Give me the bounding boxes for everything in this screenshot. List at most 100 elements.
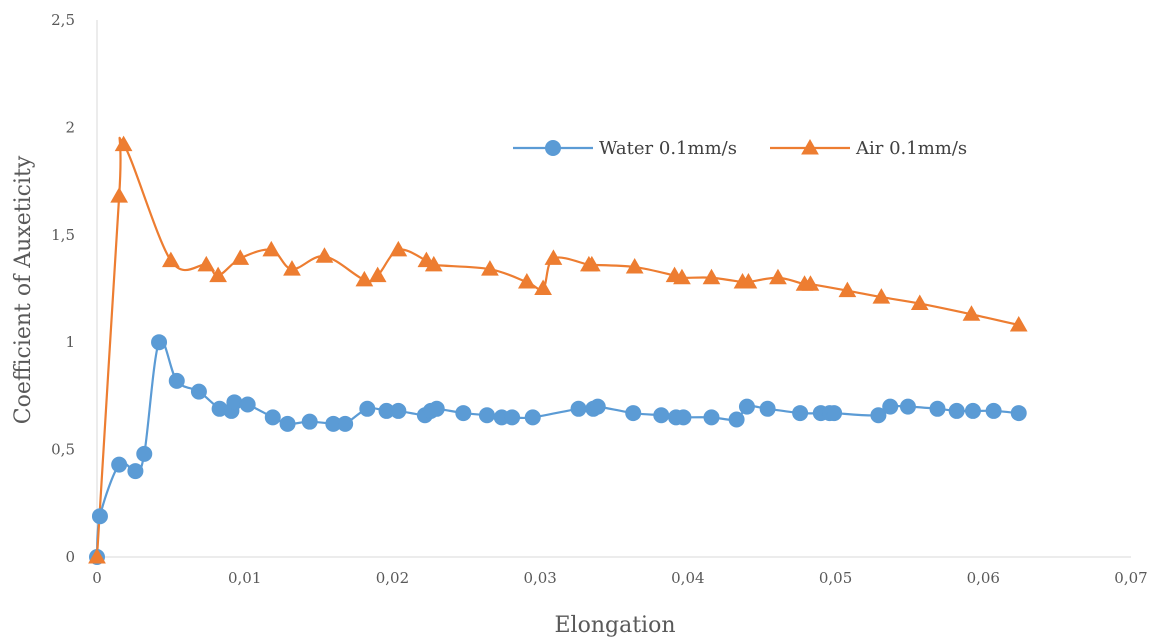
data-point-water: [504, 409, 521, 426]
data-point-water: [675, 409, 692, 426]
data-point-water: [625, 405, 642, 422]
data-point-water: [759, 400, 776, 417]
data-point-water: [168, 372, 185, 389]
data-point-water: [151, 334, 168, 351]
x-tick-label: 0,02: [376, 569, 409, 587]
x-tick-label: 0,03: [523, 569, 556, 587]
data-point-water: [524, 409, 541, 426]
data-point-air: [231, 249, 250, 265]
data-point-air: [161, 251, 180, 268]
data-point-water: [226, 394, 243, 411]
data-point-air: [544, 249, 563, 265]
series-line-air: [95, 136, 1019, 558]
data-point-air: [114, 135, 133, 152]
data-point-air: [962, 305, 981, 321]
data-point-water: [390, 402, 407, 419]
x-axis-title: Elongation: [555, 613, 676, 638]
data-point-water: [455, 405, 472, 422]
x-tick-label: 0,05: [819, 569, 852, 587]
data-point-air: [197, 255, 216, 272]
x-tick-label: 0,04: [671, 569, 704, 587]
data-point-air: [534, 279, 552, 295]
data-point-water: [728, 411, 745, 428]
legend-item-air: Air 0.1mm/s: [770, 138, 967, 159]
series-markers: [88, 135, 1028, 565]
data-point-water: [792, 405, 809, 422]
x-tick-label: 0,07: [1114, 569, 1147, 587]
data-point-air: [517, 273, 536, 289]
y-tick-label: 0: [65, 548, 75, 566]
data-point-air: [702, 268, 721, 285]
data-point-air: [838, 281, 857, 298]
data-point-water: [882, 398, 899, 415]
y-axis-title: Coefficient of Auxeticity: [11, 155, 36, 424]
legend: Water 0.1mm/s Air 0.1mm/s: [513, 138, 967, 159]
data-point-air: [368, 266, 387, 283]
data-point-water: [589, 398, 606, 415]
y-tick-label: 1: [65, 333, 75, 351]
data-point-water: [899, 398, 916, 415]
data-point-water: [964, 402, 981, 419]
data-point-air: [355, 270, 374, 287]
data-point-water: [478, 407, 495, 424]
data-point-air: [424, 255, 443, 272]
data-point-water: [570, 400, 587, 417]
data-point-water: [428, 400, 445, 417]
data-point-air: [88, 547, 106, 564]
y-tick-label: 0,5: [51, 441, 75, 459]
legend-item-water: Water 0.1mm/s: [513, 138, 737, 159]
y-tick-labels: 0 0,5 1 1,5 2 2,5: [51, 11, 75, 566]
data-point-air: [910, 294, 929, 311]
data-point-air: [801, 275, 820, 291]
x-tick-label: 0,06: [967, 569, 1000, 587]
data-point-air: [872, 288, 891, 304]
legend-marker-water: [545, 140, 561, 156]
y-tick-label: 2: [65, 118, 75, 136]
x-tick-label: 0,01: [228, 569, 261, 587]
data-point-air: [769, 268, 787, 285]
data-point-water: [359, 400, 376, 417]
data-point-air: [481, 260, 499, 276]
x-tick-label: 0: [92, 569, 102, 587]
data-point-water: [1010, 405, 1027, 422]
legend-label-water: Water 0.1mm/s: [599, 138, 737, 159]
data-point-water: [826, 405, 843, 422]
y-tick-label: 1,5: [51, 226, 75, 244]
data-point-air: [389, 240, 408, 257]
legend-label-air: Air 0.1mm/s: [855, 138, 967, 159]
data-point-air: [209, 266, 227, 283]
data-point-water: [337, 415, 354, 432]
y-tick-label: 2,5: [51, 11, 75, 29]
series-line-water: [95, 338, 1019, 558]
data-point-water: [239, 396, 256, 413]
data-point-water: [190, 383, 207, 400]
data-point-water: [653, 407, 670, 424]
series-lines: [95, 136, 1019, 558]
data-point-water: [301, 413, 318, 430]
data-point-air: [582, 255, 601, 272]
data-point-water: [136, 445, 153, 462]
data-point-water: [948, 402, 965, 419]
data-point-water: [929, 400, 946, 417]
data-point-air: [673, 268, 691, 285]
data-point-air: [739, 273, 758, 289]
data-point-air: [1009, 316, 1028, 332]
x-tick-labels: 0 0,01 0,02 0,03 0,04 0,05 0,06 0,07: [92, 569, 1147, 587]
data-point-water: [870, 407, 887, 424]
data-point-air: [315, 247, 334, 263]
data-point-air: [283, 260, 301, 276]
data-point-water: [264, 409, 281, 426]
data-point-air: [110, 187, 129, 203]
data-point-water: [738, 398, 755, 415]
axes: [96, 20, 1131, 558]
legend-marker-air: [801, 138, 819, 155]
data-point-water: [279, 415, 296, 432]
data-point-water: [91, 508, 108, 525]
data-point-water: [703, 409, 720, 426]
data-point-water: [127, 463, 144, 480]
data-point-air: [625, 258, 644, 274]
data-point-air: [262, 240, 281, 257]
data-point-water: [111, 456, 128, 473]
data-point-water: [985, 402, 1002, 419]
